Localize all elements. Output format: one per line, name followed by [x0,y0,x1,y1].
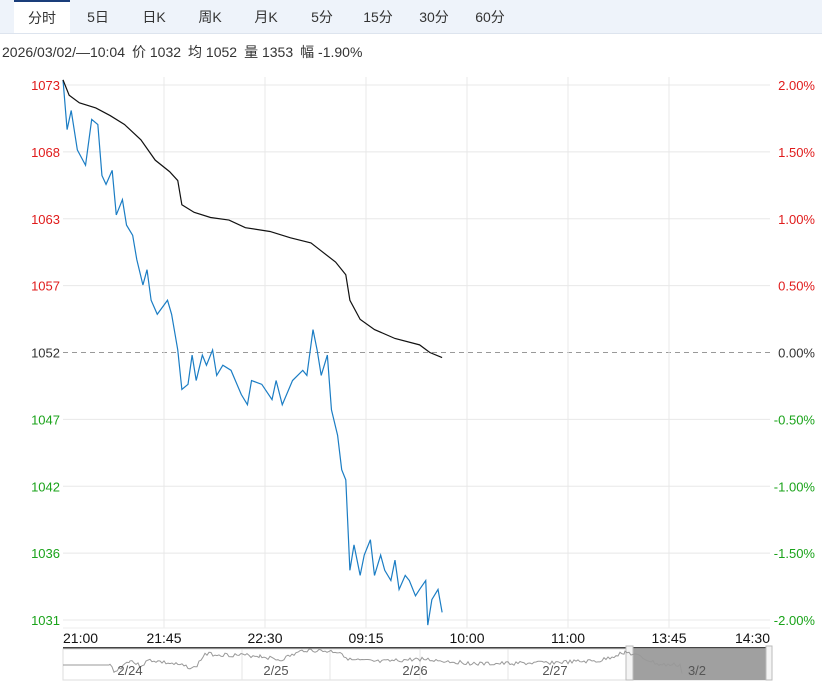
right-tick-label: -0.50% [774,412,816,427]
right-tick-label: -1.00% [774,479,816,494]
x-tick-label: 21:45 [146,630,181,646]
navigator-day-label: 2/26 [402,663,427,678]
x-tick-label: 11:00 [551,630,585,646]
left-tick-label: 1068 [31,145,60,160]
right-tick-label: -2.00% [774,613,816,628]
right-tick-label: 0.50% [778,279,815,294]
x-tick-label: 13:45 [651,630,686,646]
navigator-handle-left[interactable] [625,645,634,681]
x-tick-label: 21:00 [63,630,98,646]
right-tick-label: 0.00% [778,346,815,361]
right-tick-label: 2.00% [778,78,815,93]
tab-1[interactable]: 5日 [87,9,109,25]
right-tick-label: 1.50% [778,145,815,160]
navigator-line [63,648,683,674]
navigator-day-label: 2/25 [263,663,288,678]
left-tick-label: 1063 [31,212,60,227]
price-line [62,79,443,626]
info-price: 价 1032 [132,44,182,60]
avg-line [62,79,443,359]
tab-2[interactable]: 日K [142,9,166,25]
x-tick-label: 09:15 [348,630,383,646]
info-datetime: 2026/03/02/—10:04 [2,44,125,60]
left-tick-label: 1047 [31,412,60,427]
left-tick-label: 1031 [31,613,60,628]
x-tick-label: 22:30 [247,630,282,646]
navigator-handle-right[interactable] [765,645,773,681]
tab-8[interactable]: 60分 [475,9,505,25]
info-volume: 量 1353 [244,44,294,60]
info-avg: 均 1052 [188,44,238,60]
left-tick-label: 1057 [31,279,60,294]
period-tabs: 分时 5日 日K 周K 月K 5分 15分 30分 60分 [0,0,822,34]
navigator-day-label: 2/24 [117,663,142,678]
navigator-day-label: 3/2 [688,663,706,678]
left-tick-label: 1042 [31,479,60,494]
left-tick-label: 1036 [31,546,60,561]
tab-0[interactable]: 分时 [14,0,70,33]
info-change: 幅 -1.90% [300,44,363,60]
x-tick-label: 10:00 [449,630,484,646]
tab-5[interactable]: 5分 [311,9,333,25]
left-tick-label: 1052 [31,346,60,361]
right-tick-label: -1.50% [774,546,816,561]
left-tick-label: 1073 [31,78,60,93]
tab-3[interactable]: 周K [198,9,222,25]
x-tick-label: 14:30 [735,630,770,646]
right-tick-label: 1.00% [778,212,815,227]
crosshair-info: 2026/03/02/—10:04 价 1032 均 1052 量 1353 幅 -1.… [2,42,369,62]
navigator-day-label: 2/27 [542,663,567,678]
tab-7[interactable]: 30分 [419,9,449,25]
tab-6[interactable]: 15分 [363,9,393,25]
tab-4[interactable]: 月K [254,9,278,25]
